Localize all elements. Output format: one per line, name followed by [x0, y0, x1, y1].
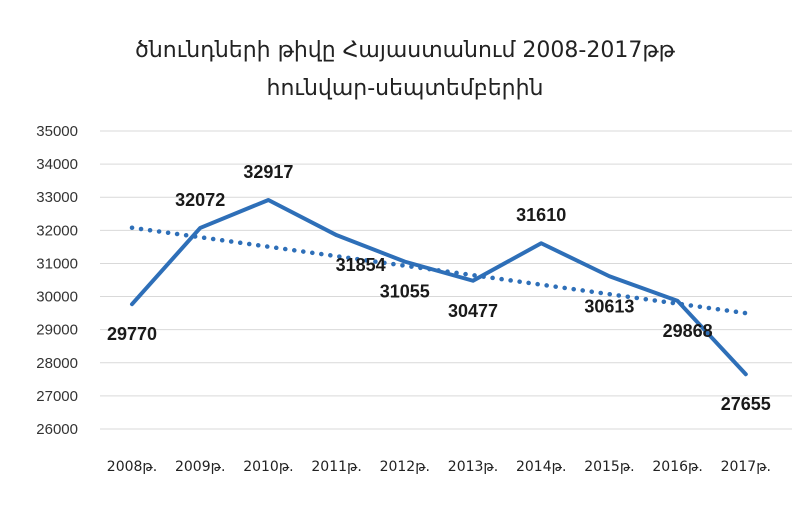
y-tick-label: 29000: [36, 322, 78, 339]
y-tick-label: 28000: [36, 355, 78, 372]
x-tick-label: 2016թ.: [652, 459, 702, 475]
data-label: 31055: [380, 282, 430, 302]
x-axis-tick-labels: 2008թ. 2009թ. 2010թ. 2011թ. 2012թ. 2013թ. 2014…: [107, 459, 771, 475]
y-tick-label: 32000: [36, 222, 78, 239]
data-label: 27655: [721, 394, 771, 414]
y-tick-label: 34000: [36, 156, 78, 173]
x-tick-label: 2017թ.: [721, 459, 771, 475]
x-tick-label: 2014թ.: [516, 459, 566, 475]
y-tick-label: 30000: [36, 289, 78, 306]
data-labels: 29770 32072 32917 31854 31055 30477 31610 30613…: [107, 162, 771, 414]
y-tick-label: 31000: [36, 255, 78, 272]
data-label: 29770: [107, 324, 157, 344]
data-label: 31610: [516, 205, 566, 225]
data-label: 31854: [336, 255, 386, 275]
chart-title-line-2: հունվար-սեպտեմբերին: [266, 76, 544, 101]
x-tick-label: 2012թ.: [380, 459, 430, 475]
series-group: [130, 197, 748, 377]
series-line: [130, 197, 748, 377]
x-tick-label: 2008թ.: [107, 459, 157, 475]
x-tick-label: 2010թ.: [243, 459, 293, 475]
data-label: 32072: [175, 190, 225, 210]
y-tick-label: 27000: [36, 388, 78, 405]
x-tick-label: 2011թ.: [311, 459, 361, 475]
data-label: 32917: [243, 162, 293, 182]
x-tick-label: 2015թ.: [584, 459, 634, 475]
data-label: 30613: [584, 296, 634, 316]
y-axis-tick-labels: 26000 27000 28000 29000 30000 31000 32000 33000…: [36, 123, 78, 438]
data-label: 30477: [448, 301, 498, 321]
y-tick-label: 35000: [36, 123, 78, 140]
y-tick-label: 33000: [36, 189, 78, 206]
x-tick-label: 2013թ.: [448, 459, 498, 475]
x-tick-label: 2009թ.: [175, 459, 225, 475]
y-tick-label: 26000: [36, 421, 78, 438]
data-label: 29868: [663, 321, 713, 341]
chart-title-line-1: ծնունդների թիվը Հայաստանում 2008-2017թթ: [135, 38, 675, 63]
gridlines: [100, 130, 792, 430]
